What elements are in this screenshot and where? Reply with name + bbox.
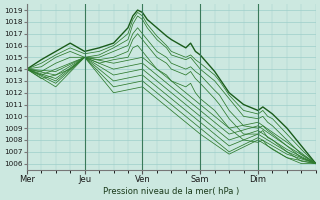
X-axis label: Pression niveau de la mer( hPa ): Pression niveau de la mer( hPa ) — [103, 187, 239, 196]
